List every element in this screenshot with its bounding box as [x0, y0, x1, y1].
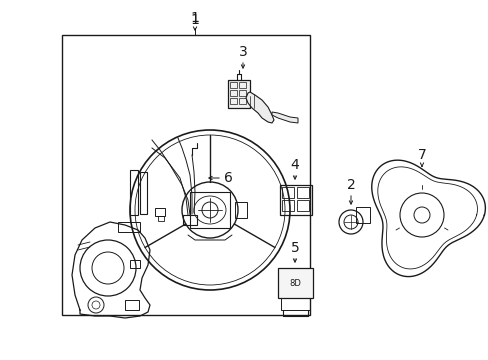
Bar: [281, 298, 309, 310]
Text: 2: 2: [346, 178, 355, 192]
Bar: [130, 170, 138, 215]
Bar: [239, 82, 245, 88]
Bar: [296, 200, 308, 211]
Text: 5: 5: [290, 241, 299, 255]
Text: 7: 7: [417, 148, 426, 162]
Text: 3: 3: [238, 45, 247, 59]
Bar: [130, 260, 140, 268]
Bar: [229, 98, 237, 104]
Bar: [155, 208, 164, 216]
Text: 8D: 8D: [289, 279, 301, 288]
Text: 6: 6: [223, 171, 232, 185]
Bar: [355, 207, 369, 223]
Polygon shape: [245, 92, 273, 123]
Bar: [296, 187, 308, 198]
Bar: [280, 185, 311, 215]
Bar: [118, 222, 140, 232]
Bar: [125, 300, 139, 310]
Bar: [227, 80, 249, 108]
Bar: [282, 200, 293, 211]
Bar: [229, 82, 237, 88]
Polygon shape: [271, 112, 297, 123]
Text: 1: 1: [190, 13, 199, 27]
Bar: [235, 202, 246, 218]
Bar: [229, 90, 237, 96]
Bar: [158, 216, 163, 221]
Bar: [282, 187, 293, 198]
Text: 1: 1: [190, 11, 199, 25]
Bar: [239, 98, 245, 104]
Bar: [183, 215, 197, 225]
Bar: [190, 192, 229, 228]
Bar: [239, 90, 245, 96]
Text: 4: 4: [290, 158, 299, 172]
Bar: [62, 35, 309, 315]
Bar: [278, 268, 312, 298]
Bar: [140, 172, 147, 214]
